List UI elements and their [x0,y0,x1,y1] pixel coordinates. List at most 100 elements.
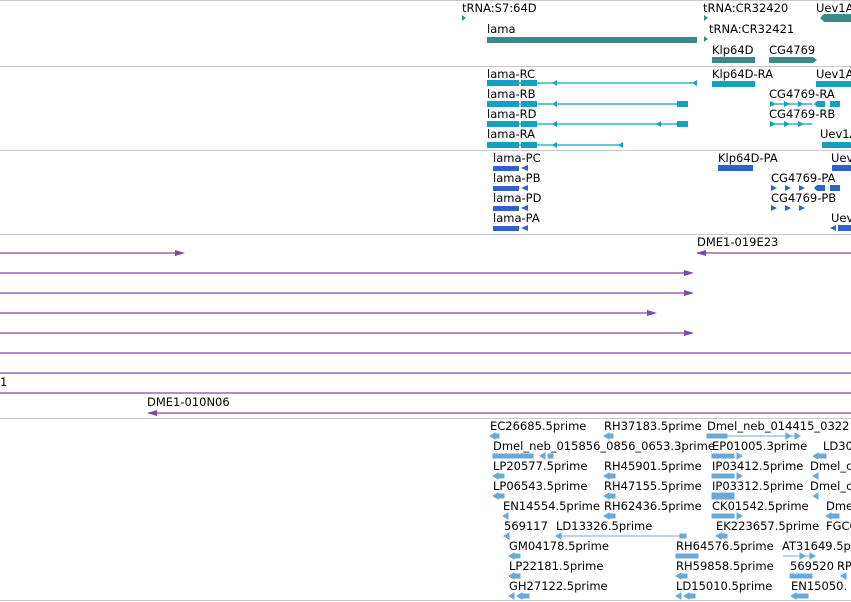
trna-s7-64d-glyph[interactable] [462,15,466,21]
protein-label[interactable]: CG4769-PA [771,171,836,185]
est-label[interactable]: RP [837,559,851,573]
lama-pd-glyph[interactable] [493,205,528,211]
est-label[interactable]: LD13326.5prime [556,519,653,533]
clone-glyph[interactable] [0,330,694,336]
cg4769-gene-glyph[interactable] [769,57,817,63]
lama-pb-glyph[interactable] [493,185,528,191]
est-label[interactable]: IP03412.5prime [712,459,804,473]
est-track: EC26685.5prime RH37183.5prime Dmel_neb_0… [0,419,851,600]
gene-label[interactable]: Uev1A [816,1,851,15]
est-label[interactable]: LD15010.5prime [676,579,773,593]
clone-glyph[interactable] [0,250,185,256]
clone-label[interactable]: DME1-010N06 [147,395,230,409]
transcript-label[interactable]: Uev1A [820,127,851,141]
transcript-label[interactable]: lama-RC [487,67,536,81]
est-glyph-group[interactable] [489,432,847,600]
gene-label[interactable]: Klp64D [712,43,754,57]
lama-rd-glyph[interactable] [487,121,688,127]
est-label[interactable]: FGC0 [826,519,851,533]
transcript-label[interactable]: CG4769-RA [769,87,835,101]
est-label[interactable]: EN15050. [791,579,848,593]
track-divider-proteins [0,234,851,235]
est-label[interactable]: IP03312.5prime [712,479,804,493]
uev1a-gene-glyph[interactable] [820,14,851,22]
gene-label[interactable]: CG4769 [769,43,816,57]
est-label[interactable]: Dmel_neb_014415_0322 [707,419,850,433]
uev1a-transcript-glyph-2[interactable] [822,142,851,148]
track-divider-clones [0,418,851,419]
protein-label[interactable]: lama-PA [493,211,540,225]
dme1-019e23-glyph[interactable] [696,250,851,256]
protein-label[interactable]: lama-PD [493,191,542,205]
klp64d-ra-glyph[interactable] [712,81,755,87]
est-label[interactable]: RH64576.5prime [676,539,774,553]
transcript-label[interactable]: Klp64D-RA [712,67,774,81]
klp64d-pa-glyph[interactable] [718,165,753,171]
est-label[interactable]: RH45901.5prime [604,459,702,473]
clone-glyph[interactable] [0,270,694,276]
clone-label[interactable]: 1 [0,375,8,389]
est-label[interactable]: GH27122.5prime [509,579,608,593]
gene-label[interactable]: tRNA:CR32421 [709,22,795,36]
est-label[interactable]: AT31649.5p [782,539,851,553]
est-label[interactable]: Dmel_c [810,459,851,473]
protein-label[interactable]: lama-PC [493,151,541,165]
track-divider-genes [0,66,851,67]
trna-cr32421-glyph[interactable] [704,36,708,42]
est-label[interactable]: RH62436.5prime [604,499,702,513]
cg4769-rb-glyph[interactable] [770,121,812,127]
protein-label[interactable]: lama-PB [493,171,541,185]
est-label[interactable]: LP22181.5prime [509,559,604,573]
est-label[interactable]: EN14554.5prime [503,499,600,513]
dme1-010n06-glyph[interactable] [147,410,851,416]
cg4769-pa-glyph[interactable] [771,185,840,191]
lama-pc-glyph[interactable] [493,165,528,171]
lama-rc-glyph[interactable] [487,80,697,86]
transcript-label[interactable]: lama-RD [487,107,537,121]
est-label[interactable]: Dmel_c [810,479,851,493]
protein-label[interactable]: Uev [831,211,851,225]
transcript-label[interactable]: CG4769-RB [769,107,836,121]
est-label[interactable]: EP01005.3prime [712,439,808,453]
lama-gene-glyph[interactable] [487,37,697,43]
uev1a-transcript-glyph[interactable] [816,81,851,87]
transcript-label[interactable]: Uev1A [816,67,851,81]
est-label[interactable]: LP06543.5prime [493,479,588,493]
lama-pa-glyph[interactable] [493,225,528,231]
est-label[interactable]: CK01542.5prime [712,499,809,513]
clone-glyph[interactable] [0,310,657,316]
gene-label[interactable]: tRNA:CR32420 [703,1,789,15]
est-label[interactable]: Dmel_n [826,499,851,513]
gene-label[interactable]: tRNA:S7:64D [462,1,537,15]
est-label[interactable]: RH59858.5prime [676,559,774,573]
transcripts-track: lama-RC Klp64D-RA Uev1A lama-RB CG4769-R… [0,67,851,150]
est-label[interactable]: RH37183.5prime [604,419,702,433]
lama-ra-glyph[interactable] [487,142,623,148]
lama-rb-glyph[interactable] [487,101,688,107]
clone-label[interactable]: DME1-019E23 [697,235,779,249]
cg4769-ra-glyph[interactable] [770,101,840,107]
clones-track: DME1-019E23 1 DME1-010N06 [0,235,851,418]
est-label[interactable]: LP20577.5prime [493,459,588,473]
est-label[interactable]: 569117 [504,519,548,533]
uev-protein-glyph-2[interactable] [830,225,851,231]
trna-cr32420-glyph[interactable] [704,15,708,21]
est-label[interactable]: EC26685.5prime [490,419,587,433]
protein-label[interactable]: CG4769-PB [771,191,837,205]
clone-glyphs [0,250,851,416]
uev-protein-glyph[interactable] [832,165,851,171]
est-label[interactable]: RH47155.5prime [604,479,702,493]
gene-label[interactable]: lama [487,22,516,36]
klp64d-gene-glyph[interactable] [712,57,755,63]
est-label[interactable]: EK223657.5prime [716,519,820,533]
transcript-label[interactable]: lama-RB [487,87,536,101]
protein-label[interactable]: Uev [831,151,851,165]
cg4769-pb-glyph[interactable] [771,205,805,211]
clone-glyph[interactable] [0,290,694,296]
est-label[interactable]: GM04178.5prime [509,539,609,553]
est-label[interactable]: Dmel_neb_015856_0856_0653.3prime [493,439,715,453]
transcript-label[interactable]: lama-RA [487,127,536,141]
protein-label[interactable]: Klp64D-PA [718,151,778,165]
est-label[interactable]: 569520 [790,559,834,573]
est-label[interactable]: LD30 [823,439,851,453]
